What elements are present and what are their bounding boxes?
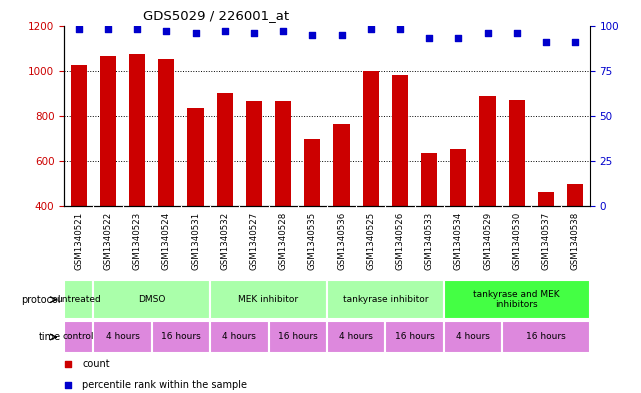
Text: GSM1340538: GSM1340538 xyxy=(570,212,579,270)
Text: GSM1340526: GSM1340526 xyxy=(395,212,404,270)
Text: protocol: protocol xyxy=(21,295,61,305)
Bar xyxy=(210,321,269,353)
Bar xyxy=(509,100,525,206)
Text: GSM1340530: GSM1340530 xyxy=(512,212,521,270)
Text: 16 hours: 16 hours xyxy=(161,332,201,342)
Point xyxy=(307,31,317,38)
Point xyxy=(103,26,113,32)
Point xyxy=(249,29,259,36)
Bar xyxy=(94,321,152,353)
Text: 4 hours: 4 hours xyxy=(339,332,373,342)
Point xyxy=(483,29,493,36)
Text: 4 hours: 4 hours xyxy=(456,332,490,342)
Bar xyxy=(444,280,590,320)
Text: 16 hours: 16 hours xyxy=(526,332,566,342)
Text: 16 hours: 16 hours xyxy=(395,332,435,342)
Bar xyxy=(538,192,554,206)
Text: GSM1340527: GSM1340527 xyxy=(249,212,258,270)
Text: percentile rank within the sample: percentile rank within the sample xyxy=(83,380,247,390)
Text: GSM1340529: GSM1340529 xyxy=(483,212,492,270)
Bar xyxy=(304,138,320,206)
Point xyxy=(512,29,522,36)
Point xyxy=(424,35,434,41)
Text: GSM1340521: GSM1340521 xyxy=(74,212,83,270)
Bar xyxy=(217,93,233,206)
Text: GSM1340523: GSM1340523 xyxy=(133,212,142,270)
Text: GSM1340535: GSM1340535 xyxy=(308,212,317,270)
Text: untreated: untreated xyxy=(56,295,101,304)
Text: GDS5029 / 226001_at: GDS5029 / 226001_at xyxy=(143,9,289,22)
Bar xyxy=(479,95,495,206)
Bar xyxy=(421,153,437,206)
Point xyxy=(570,39,580,45)
Point xyxy=(74,26,84,32)
Bar xyxy=(94,280,210,320)
Bar xyxy=(129,54,145,206)
Point xyxy=(132,26,142,32)
Bar xyxy=(158,59,174,206)
Text: count: count xyxy=(83,358,110,369)
Bar xyxy=(392,75,408,206)
Bar xyxy=(269,321,327,353)
Text: GSM1340531: GSM1340531 xyxy=(191,212,200,270)
Text: 4 hours: 4 hours xyxy=(106,332,140,342)
Bar xyxy=(100,56,116,206)
Bar xyxy=(71,65,87,206)
Bar xyxy=(64,321,94,353)
Bar xyxy=(502,321,590,353)
Bar xyxy=(64,280,94,320)
Text: GSM1340532: GSM1340532 xyxy=(221,212,229,270)
Text: GSM1340525: GSM1340525 xyxy=(366,212,375,270)
Bar xyxy=(450,149,467,206)
Text: 16 hours: 16 hours xyxy=(278,332,317,342)
Text: DMSO: DMSO xyxy=(138,295,165,304)
Text: GSM1340528: GSM1340528 xyxy=(279,212,288,270)
Bar xyxy=(333,124,349,206)
Bar xyxy=(210,280,327,320)
Text: tankyrase and MEK
inhibitors: tankyrase and MEK inhibitors xyxy=(474,290,560,309)
Bar xyxy=(152,321,210,353)
Point xyxy=(453,35,463,41)
Point xyxy=(63,360,74,367)
Text: tankyrase inhibitor: tankyrase inhibitor xyxy=(342,295,428,304)
Point xyxy=(337,31,347,38)
Point xyxy=(541,39,551,45)
Text: MEK inhibitor: MEK inhibitor xyxy=(238,295,299,304)
Text: GSM1340524: GSM1340524 xyxy=(162,212,171,270)
Point xyxy=(220,28,230,34)
Text: time: time xyxy=(38,332,61,342)
Text: GSM1340536: GSM1340536 xyxy=(337,212,346,270)
Point xyxy=(63,382,74,388)
Bar xyxy=(444,321,502,353)
Text: GSM1340537: GSM1340537 xyxy=(542,212,551,270)
Point xyxy=(161,28,171,34)
Bar xyxy=(363,71,379,206)
Point xyxy=(395,26,405,32)
Bar xyxy=(327,280,444,320)
Bar xyxy=(246,101,262,206)
Point xyxy=(365,26,376,32)
Bar xyxy=(327,321,385,353)
Point xyxy=(190,29,201,36)
Text: GSM1340522: GSM1340522 xyxy=(103,212,112,270)
Bar xyxy=(567,184,583,206)
Bar xyxy=(275,101,291,206)
Text: GSM1340533: GSM1340533 xyxy=(424,212,433,270)
Bar xyxy=(187,108,204,206)
Bar xyxy=(385,321,444,353)
Text: control: control xyxy=(63,332,94,342)
Text: 4 hours: 4 hours xyxy=(222,332,256,342)
Point xyxy=(278,28,288,34)
Text: GSM1340534: GSM1340534 xyxy=(454,212,463,270)
